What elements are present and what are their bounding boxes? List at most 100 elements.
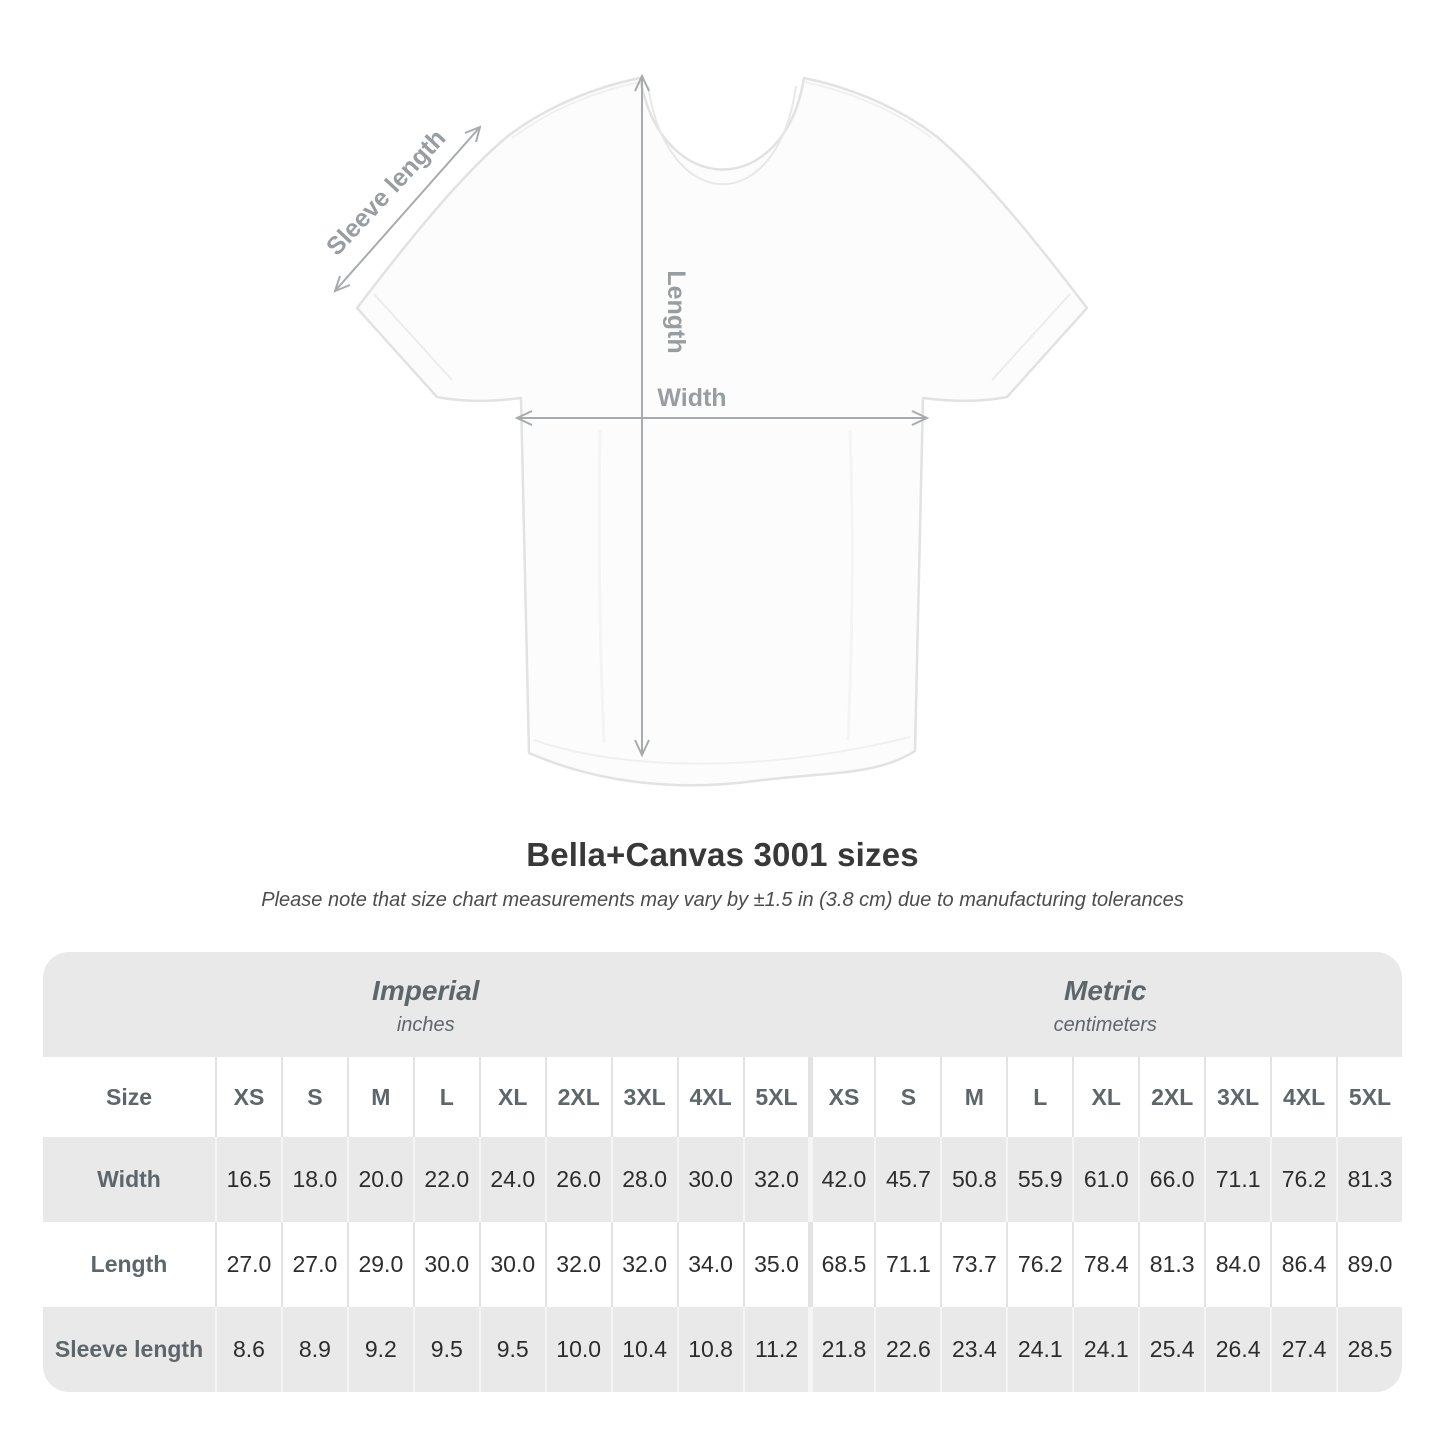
width-label: Width: [657, 384, 726, 412]
sleeve-value-cell: 10.0: [544, 1307, 611, 1392]
collar-seam: [647, 85, 797, 186]
sleeve-value-cell: 10.4: [610, 1307, 677, 1392]
length-value-cell: 86.4: [1270, 1222, 1336, 1307]
metric-unit: centimeters: [1053, 1013, 1157, 1036]
size-col-header: 3XL: [610, 1057, 677, 1137]
width-value-cell: 42.0: [808, 1137, 874, 1222]
imperial-label: Imperial: [372, 974, 480, 1006]
size-col-header: XL: [478, 1057, 545, 1137]
hem-seam: [533, 736, 911, 765]
width-value-cell: 55.9: [1006, 1137, 1072, 1222]
length-value-cell: 30.0: [478, 1222, 545, 1307]
length-value-cell: 71.1: [874, 1222, 940, 1307]
size-header-row: Size XS S M L XL 2XL 3XL 4XL 5XL XS S M L XL 2XL 3XL 4XL…: [43, 1057, 1402, 1137]
size-col-header: 4XL: [676, 1057, 743, 1137]
width-value-cell: 18.0: [280, 1137, 347, 1222]
sleeve-value-cell: 8.9: [280, 1307, 347, 1392]
length-value-cell: 89.0: [1336, 1222, 1402, 1307]
length-value-cell: 35.0: [742, 1222, 809, 1307]
sleeve-value-cell: 27.4: [1270, 1307, 1336, 1392]
width-value-cell: 45.7: [874, 1137, 940, 1222]
sleeve-value-cell: 25.4: [1138, 1307, 1204, 1392]
length-value-cell: 68.5: [808, 1222, 874, 1307]
size-col-header: L: [412, 1057, 479, 1137]
size-col-header: S: [280, 1057, 347, 1137]
size-col-header: 5XL: [742, 1057, 809, 1137]
size-col-header: XL: [1072, 1057, 1138, 1137]
sleeve-value-cell: 21.8: [808, 1307, 874, 1392]
width-value-cell: 71.1: [1204, 1137, 1270, 1222]
imperial-group-header: Imperial inches: [43, 952, 809, 1057]
sleeve-value-cell: 9.5: [478, 1307, 545, 1392]
shoulder-seams: [511, 81, 933, 139]
metric-group-header: Metric centimeters: [809, 952, 1403, 1057]
page-title: Bella+Canvas 3001 sizes: [526, 836, 919, 873]
sleeve-value-cell: 9.5: [412, 1307, 479, 1392]
width-row-label: Width: [97, 1166, 161, 1192]
width-value-cell: 20.0: [346, 1137, 413, 1222]
width-value-cell: 32.0: [742, 1137, 809, 1222]
length-value-cell: 32.0: [544, 1222, 611, 1307]
heading: Bella+Canvas 3001 sizes Please note that…: [0, 836, 1445, 912]
length-value-cell: 81.3: [1138, 1222, 1204, 1307]
width-value-cell: 26.0: [544, 1137, 611, 1222]
size-col-header: 2XL: [544, 1057, 611, 1137]
length-arrow: [634, 73, 650, 758]
length-label: Length: [662, 270, 690, 353]
width-value-cell: 22.0: [412, 1137, 479, 1222]
width-value-cell: 28.0: [610, 1137, 677, 1222]
size-col-header: L: [1006, 1057, 1072, 1137]
length-value-cell: 32.0: [610, 1222, 677, 1307]
sleeve-length-row: Sleeve length 8.6 8.9 9.2 9.5 9.5 10.0 10.4 10.…: [43, 1307, 1402, 1392]
width-value-cell: 61.0: [1072, 1137, 1138, 1222]
size-col-header: 5XL: [1336, 1057, 1402, 1137]
size-row-label: Size: [105, 1083, 153, 1110]
length-row: Length 27.0 27.0 29.0 30.0 30.0 32.0 32.0 34.0 3…: [43, 1222, 1402, 1307]
sleeve-length-arrow: [333, 125, 482, 293]
size-col-header: XS: [215, 1057, 281, 1137]
width-value-cell: 50.8: [940, 1137, 1006, 1222]
sleeve-value-cell: 28.5: [1336, 1307, 1402, 1392]
size-col-header: 4XL: [1270, 1057, 1336, 1137]
unit-band: Imperial inches Metric centimeters: [43, 952, 1402, 1057]
length-value-cell: 78.4: [1072, 1222, 1138, 1307]
sleeve-value-cell: 22.6: [874, 1307, 940, 1392]
length-value-cell: 84.0: [1204, 1222, 1270, 1307]
metric-label: Metric: [1064, 974, 1147, 1006]
tshirt-outline: [355, 76, 1089, 787]
length-row-label: Length: [90, 1251, 168, 1277]
size-col-header: 2XL: [1138, 1057, 1204, 1137]
sleeve-value-cell: 10.8: [676, 1307, 743, 1392]
length-value-cell: 27.0: [215, 1222, 281, 1307]
tolerance-note: Please note that size chart measurements…: [261, 889, 1184, 911]
sleeve-value-cell: 24.1: [1072, 1307, 1138, 1392]
length-value-cell: 73.7: [940, 1222, 1006, 1307]
sleeve-value-cell: 11.2: [742, 1307, 809, 1392]
width-value-cell: 81.3: [1336, 1137, 1402, 1222]
fabric-folds: [597, 429, 854, 743]
size-col-header: M: [346, 1057, 413, 1137]
length-value-cell: 30.0: [412, 1222, 479, 1307]
width-arrow: [514, 410, 930, 426]
width-value-cell: 66.0: [1138, 1137, 1204, 1222]
length-value-cell: 27.0: [280, 1222, 347, 1307]
length-value-cell: 34.0: [676, 1222, 743, 1307]
size-col-header: S: [874, 1057, 940, 1137]
size-col-header: M: [940, 1057, 1006, 1137]
width-value-cell: 24.0: [478, 1137, 545, 1222]
tshirt-diagram-svg: Sleeve length Length Width: [321, 73, 1089, 787]
width-value-cell: 16.5: [215, 1137, 281, 1222]
tshirt-measurement-diagram: Sleeve length Length Width: [321, 73, 1089, 787]
sleeve-value-cell: 23.4: [940, 1307, 1006, 1392]
sleeve-row-label: Sleeve length: [54, 1336, 204, 1362]
width-row: Width 16.5 18.0 20.0 22.0 24.0 26.0 28.0 30.0 32…: [43, 1137, 1402, 1222]
length-value-cell: 29.0: [346, 1222, 413, 1307]
sleeve-cuff-seams: [373, 293, 1071, 381]
size-col-header: XS: [808, 1057, 874, 1137]
sleeve-value-cell: 26.4: [1204, 1307, 1270, 1392]
sleeve-value-cell: 24.1: [1006, 1307, 1072, 1392]
imperial-unit: inches: [396, 1013, 455, 1036]
length-value-cell: 76.2: [1006, 1222, 1072, 1307]
sleeve-value-cell: 9.2: [346, 1307, 413, 1392]
